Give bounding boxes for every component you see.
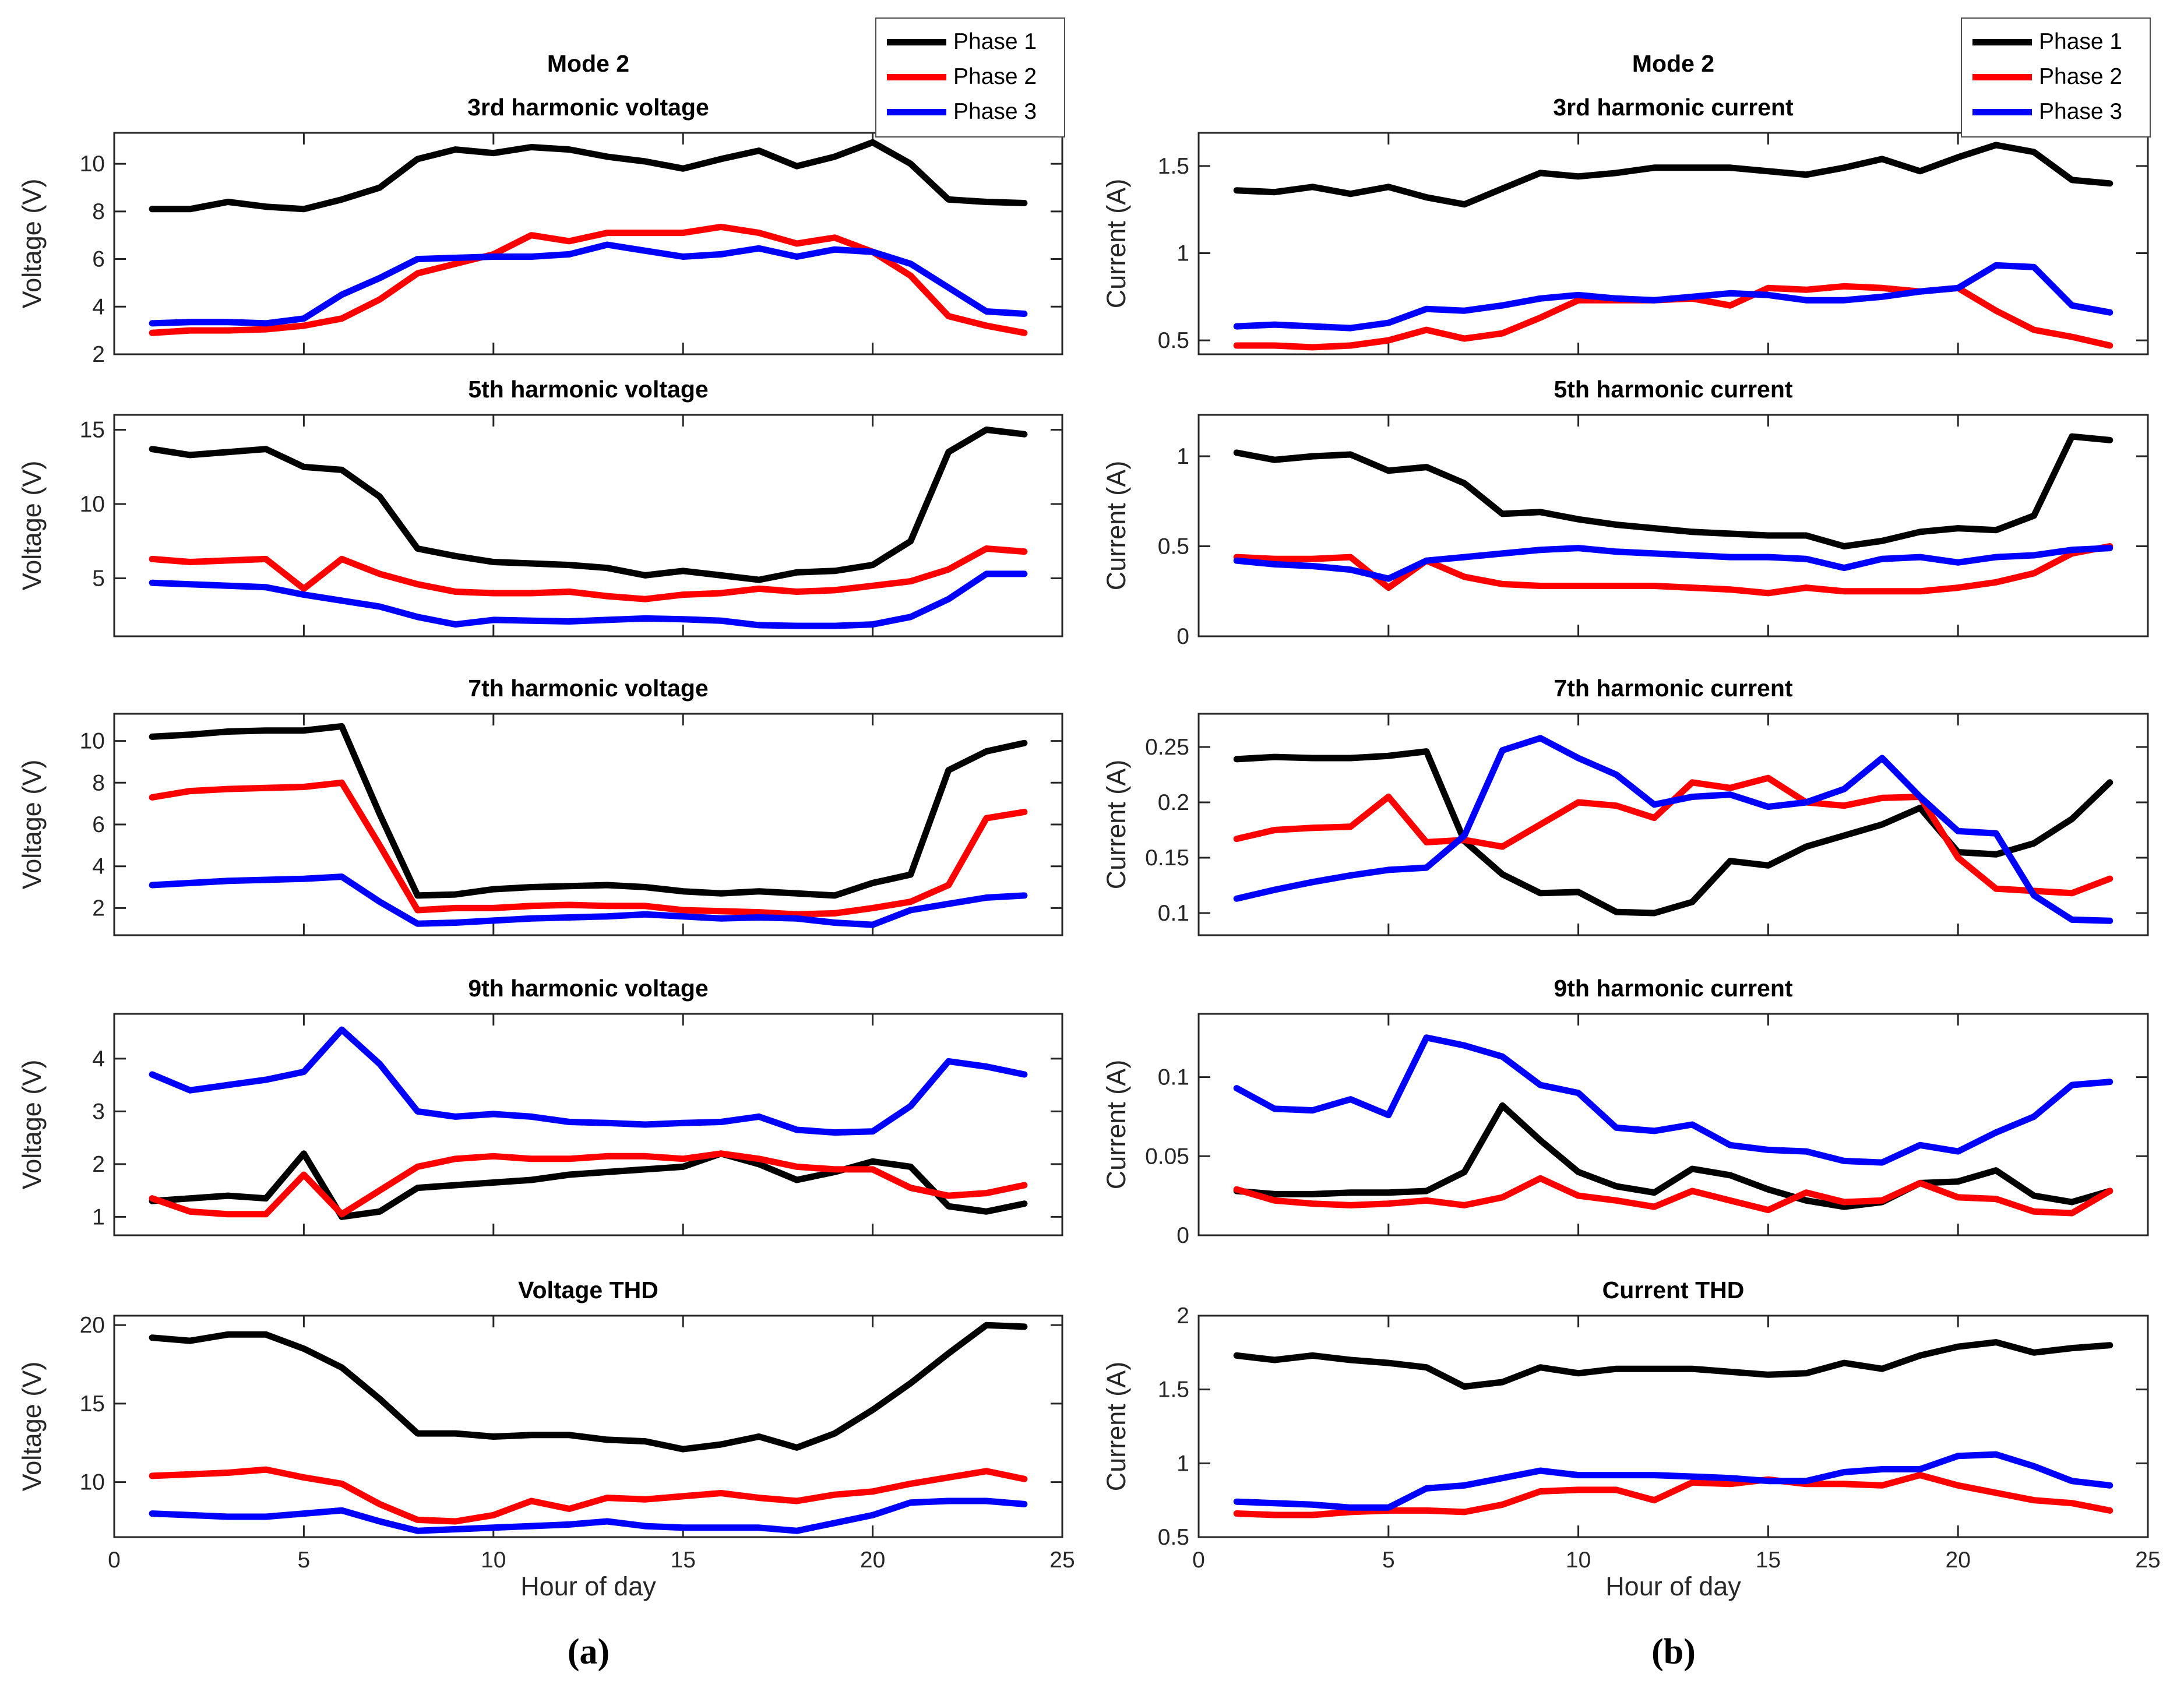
x-axis-label: Hour of day bbox=[1605, 1571, 1741, 1601]
chart-title: 9th harmonic current bbox=[1554, 975, 1793, 1002]
svg-text:4: 4 bbox=[92, 854, 105, 879]
svg-text:20: 20 bbox=[1946, 1548, 1971, 1573]
legend-label: Phase 3 bbox=[953, 99, 1037, 124]
svg-text:0.05: 0.05 bbox=[1145, 1144, 1189, 1169]
svg-text:1.5: 1.5 bbox=[1158, 154, 1189, 179]
svg-text:10: 10 bbox=[80, 1470, 105, 1495]
svg-text:4: 4 bbox=[92, 1046, 105, 1072]
plot-area-7th-harmonic-current: 0.1 0.15 0.2 0.25 bbox=[1145, 713, 2149, 936]
svg-text:1: 1 bbox=[92, 1204, 105, 1229]
svg-text:25: 25 bbox=[2135, 1548, 2160, 1573]
svg-text:5: 5 bbox=[298, 1548, 311, 1573]
plot-area-5th-harmonic-voltage: 5 10 15 bbox=[80, 414, 1063, 637]
svg-text:20: 20 bbox=[80, 1313, 105, 1338]
svg-text:15: 15 bbox=[80, 418, 105, 443]
svg-text:0.2: 0.2 bbox=[1158, 790, 1189, 815]
svg-text:0.15: 0.15 bbox=[1145, 845, 1189, 871]
phase2-line-icon bbox=[887, 73, 946, 80]
legend-label: Phase 1 bbox=[953, 29, 1037, 54]
legend-item-phase-3: Phase 3 bbox=[1962, 94, 2150, 129]
x-axis-label: Hour of day bbox=[520, 1571, 656, 1601]
plot-area-current-thd: 0 5 10 15 20 25 0.5 1 1.5 2 bbox=[1158, 1303, 2161, 1573]
plot-area-voltage-thd: 0 5 10 15 20 25 10 15 20 bbox=[80, 1313, 1075, 1573]
svg-text:2: 2 bbox=[1176, 1303, 1189, 1329]
legend-label: Phase 1 bbox=[2039, 29, 2123, 54]
svg-text:2: 2 bbox=[92, 896, 105, 921]
svg-text:15: 15 bbox=[80, 1391, 105, 1416]
chart-title: 3rd harmonic current bbox=[1553, 94, 1794, 121]
svg-text:0: 0 bbox=[1192, 1548, 1205, 1573]
legend-item-phase-1: Phase 1 bbox=[876, 24, 1064, 59]
svg-text:8: 8 bbox=[92, 770, 105, 795]
legend-item-phase-1: Phase 1 bbox=[1962, 24, 2150, 59]
chart-title: 5th harmonic voltage bbox=[468, 376, 709, 403]
svg-text:0: 0 bbox=[1176, 624, 1189, 649]
svg-text:0.1: 0.1 bbox=[1158, 1065, 1189, 1090]
svg-text:25: 25 bbox=[1049, 1548, 1075, 1573]
svg-text:0: 0 bbox=[108, 1548, 121, 1573]
phase2-line-icon bbox=[1972, 73, 2032, 80]
svg-text:1: 1 bbox=[1176, 444, 1189, 469]
legend-label: Phase 3 bbox=[2039, 99, 2123, 124]
svg-text:4: 4 bbox=[92, 294, 105, 319]
svg-text:5: 5 bbox=[92, 566, 105, 591]
phase3-line-icon bbox=[887, 108, 946, 115]
svg-text:0.5: 0.5 bbox=[1158, 534, 1189, 559]
legend-panel-a: Phase 1 Phase 2 Phase 3 bbox=[875, 17, 1065, 138]
svg-text:15: 15 bbox=[671, 1548, 696, 1573]
svg-text:2: 2 bbox=[92, 1152, 105, 1177]
plot-area-3rd-harmonic-voltage: 2 4 6 8 10 bbox=[80, 132, 1063, 367]
svg-text:10: 10 bbox=[80, 729, 105, 754]
svg-text:0.5: 0.5 bbox=[1158, 328, 1189, 353]
svg-text:5: 5 bbox=[1382, 1548, 1395, 1573]
legend-panel-b: Phase 1 Phase 2 Phase 3 bbox=[1961, 17, 2151, 138]
legend-label: Phase 2 bbox=[2039, 64, 2123, 89]
chart-title: 5th harmonic current bbox=[1554, 376, 1793, 403]
svg-text:1.5: 1.5 bbox=[1158, 1377, 1189, 1403]
svg-text:2: 2 bbox=[92, 342, 105, 367]
chart-title: 7th harmonic voltage bbox=[468, 675, 709, 702]
legend-item-phase-2: Phase 2 bbox=[1962, 59, 2150, 94]
svg-text:6: 6 bbox=[92, 247, 105, 272]
chart-title: 3rd harmonic voltage bbox=[467, 94, 709, 121]
svg-text:10: 10 bbox=[1566, 1548, 1591, 1573]
svg-text:8: 8 bbox=[92, 199, 105, 224]
chart-title: 7th harmonic current bbox=[1554, 675, 1793, 702]
svg-text:20: 20 bbox=[860, 1548, 885, 1573]
svg-text:6: 6 bbox=[92, 812, 105, 837]
chart-suptitle: Mode 2 bbox=[1632, 50, 1715, 77]
panel-label-a: (a) bbox=[567, 1632, 610, 1672]
legend-item-phase-2: Phase 2 bbox=[876, 59, 1064, 94]
plot-area-3rd-harmonic-current: 0.5 1 1.5 bbox=[1158, 132, 2149, 355]
phase1-line-icon bbox=[887, 38, 946, 45]
svg-text:0.1: 0.1 bbox=[1158, 901, 1189, 926]
legend-label: Phase 2 bbox=[953, 64, 1037, 89]
chart-suptitle: Mode 2 bbox=[547, 50, 630, 77]
plot-area-7th-harmonic-voltage: 2 4 6 8 10 bbox=[80, 713, 1063, 936]
plot-area-9th-harmonic-voltage: 1 2 3 4 bbox=[92, 1013, 1063, 1236]
svg-text:1: 1 bbox=[1176, 241, 1189, 266]
svg-text:0: 0 bbox=[1176, 1223, 1189, 1248]
chart-title: Voltage THD bbox=[518, 1277, 658, 1303]
panel-label-b: (b) bbox=[1651, 1632, 1696, 1672]
plot-area-9th-harmonic-current: 0 0.05 0.1 bbox=[1145, 1013, 2149, 1248]
svg-text:1: 1 bbox=[1176, 1451, 1189, 1476]
svg-text:0.25: 0.25 bbox=[1145, 735, 1189, 760]
chart-title: 9th harmonic voltage bbox=[468, 975, 709, 1002]
legend-item-phase-3: Phase 3 bbox=[876, 94, 1064, 129]
svg-text:10: 10 bbox=[481, 1548, 506, 1573]
chart-title: Current THD bbox=[1602, 1277, 1745, 1303]
svg-text:3: 3 bbox=[92, 1099, 105, 1124]
svg-text:15: 15 bbox=[1756, 1548, 1781, 1573]
phase1-line-icon bbox=[1972, 38, 2032, 45]
phase3-line-icon bbox=[1972, 108, 2032, 115]
svg-text:10: 10 bbox=[80, 151, 105, 177]
svg-text:10: 10 bbox=[80, 492, 105, 517]
plot-area-5th-harmonic-current: 00.51 bbox=[1158, 414, 2149, 649]
svg-text:0.5: 0.5 bbox=[1158, 1525, 1189, 1550]
